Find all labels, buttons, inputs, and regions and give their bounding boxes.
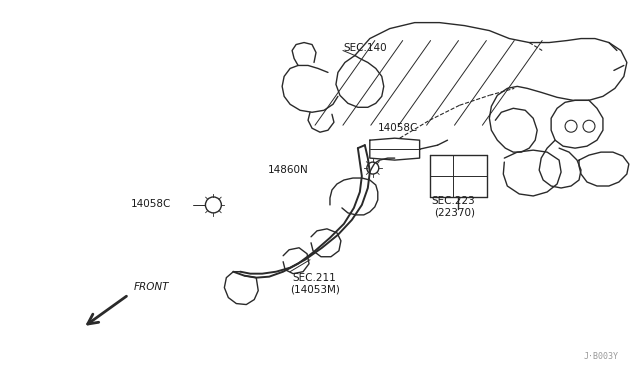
Text: 14860N: 14860N (268, 165, 309, 175)
Text: 14058C: 14058C (131, 199, 171, 209)
Text: (14053M): (14053M) (290, 285, 340, 295)
Text: 14058C: 14058C (378, 123, 418, 133)
Text: (22370): (22370) (435, 208, 476, 218)
Text: FRONT: FRONT (134, 282, 169, 292)
Text: SEC.211: SEC.211 (292, 273, 336, 283)
Text: SEC.140: SEC.140 (343, 42, 387, 52)
Text: J·B003Y: J·B003Y (584, 352, 619, 361)
Text: SEC.223: SEC.223 (431, 196, 476, 206)
